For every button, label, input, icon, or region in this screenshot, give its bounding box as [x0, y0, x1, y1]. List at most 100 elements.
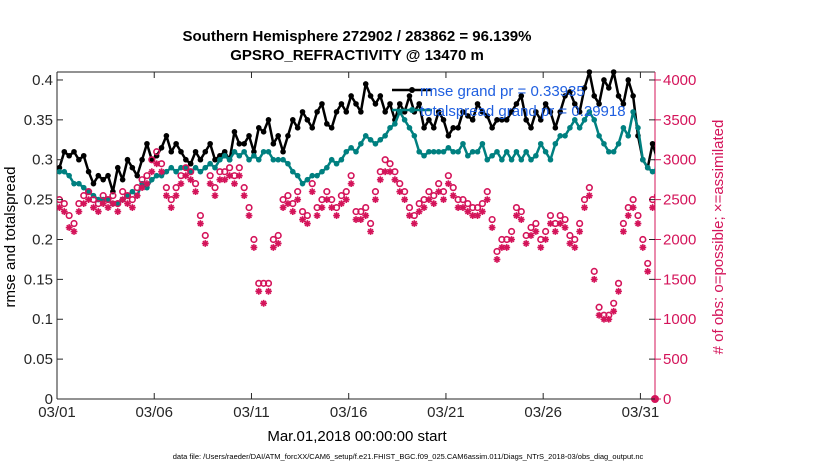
obs-assimilated-point	[206, 180, 214, 188]
obs-assimilated-point	[260, 299, 268, 307]
series-point	[484, 156, 491, 163]
obs-possible-point	[634, 211, 642, 220]
obs-possible-point	[323, 188, 331, 196]
obs-assimilated-point	[94, 208, 102, 215]
series-point	[654, 166, 655, 170]
series-point	[557, 109, 563, 115]
series-point	[324, 164, 330, 171]
series-point	[178, 148, 184, 155]
series-point	[71, 148, 77, 155]
series-point	[586, 69, 593, 75]
obs-possible-point	[235, 164, 243, 172]
obs-assimilated-point	[299, 216, 306, 223]
series-point	[328, 156, 335, 163]
obs-assimilated-point	[678, 220, 685, 227]
obs-assimilated-point	[469, 212, 477, 219]
obs-assimilated-point	[226, 172, 233, 180]
series-point	[358, 140, 364, 147]
x-tick-label: 03/01	[38, 404, 76, 421]
series-point	[105, 196, 111, 203]
series-point	[664, 177, 670, 183]
obs-possible-point	[425, 188, 433, 196]
chart-subtitle: GPSRO_REFRACTIVITY @ 13470 m	[230, 47, 484, 64]
obs-possible-point	[347, 172, 355, 180]
series-point	[221, 148, 228, 155]
obs-possible-point	[138, 176, 146, 184]
obs-assimilated-point	[357, 216, 365, 223]
series-point	[178, 164, 184, 171]
series-point	[377, 136, 384, 143]
obs-assimilated-point	[318, 204, 326, 211]
series-point	[382, 109, 388, 115]
obs-assimilated-point	[517, 216, 525, 223]
obs-possible-point	[60, 199, 68, 208]
series-point	[260, 129, 267, 135]
obs-assimilated-point	[279, 204, 287, 211]
obs-assimilated-point	[216, 176, 224, 184]
series-point	[586, 109, 593, 115]
series-point	[703, 113, 709, 119]
series-point	[231, 129, 238, 135]
obs-possible-point	[512, 203, 521, 212]
obs-possible-point	[264, 279, 273, 287]
series-point	[183, 156, 189, 163]
series-point	[202, 164, 209, 171]
series-point	[732, 157, 738, 163]
series-point	[241, 148, 247, 155]
series-point	[523, 148, 529, 155]
obs-possible-point	[493, 247, 501, 256]
obs-possible-point	[473, 203, 482, 212]
obs-assimilated-point	[430, 200, 438, 207]
series-point	[119, 176, 126, 183]
obs-possible-point	[182, 164, 190, 172]
series-point	[139, 156, 145, 163]
series-point	[294, 125, 301, 131]
obs-possible-point	[546, 211, 555, 220]
series-point	[674, 185, 680, 191]
series-point	[314, 109, 320, 115]
series-point	[426, 117, 432, 123]
obs-possible-point	[449, 184, 457, 192]
obs-possible-point	[619, 219, 627, 228]
obs-assimilated-point	[323, 196, 331, 204]
series-point	[450, 125, 457, 131]
series-point	[114, 200, 121, 207]
obs-assimilated-point	[158, 168, 165, 176]
series-point	[275, 156, 282, 163]
obs-assimilated-point	[590, 275, 598, 283]
series-point	[445, 144, 452, 151]
obs-possible-point	[464, 199, 472, 208]
series-point	[465, 152, 471, 159]
obs-possible-point	[80, 192, 88, 200]
series-point	[348, 93, 354, 99]
obs-assimilated-point	[90, 204, 97, 211]
obs-possible-point	[732, 165, 738, 171]
obs-possible-point	[119, 188, 127, 196]
obs-possible-point	[703, 197, 709, 203]
series-2	[57, 148, 738, 319]
obs-assimilated-point	[425, 196, 433, 204]
obs-possible-point	[459, 196, 467, 204]
series-point	[567, 89, 573, 95]
obs-possible-point	[483, 188, 491, 196]
series-point	[728, 157, 734, 163]
obs-possible-point	[284, 192, 292, 200]
series-point	[76, 156, 82, 163]
series-point	[474, 101, 481, 107]
series-point	[387, 125, 393, 131]
obs-assimilated-point	[435, 188, 443, 196]
series-point	[479, 140, 486, 147]
obs-possible-point	[206, 172, 214, 180]
series-3	[57, 160, 685, 323]
obs-assimilated-point	[605, 315, 613, 323]
obs-assimilated-point	[634, 220, 642, 227]
obs-assimilated-point	[221, 176, 229, 184]
series-point	[192, 148, 199, 155]
obs-possible-point	[201, 231, 209, 240]
series-point	[129, 164, 136, 171]
obs-assimilated-point	[352, 216, 360, 223]
obs-assimilated-point	[629, 204, 637, 211]
obs-assimilated-point	[80, 200, 88, 207]
series-point	[547, 156, 554, 163]
